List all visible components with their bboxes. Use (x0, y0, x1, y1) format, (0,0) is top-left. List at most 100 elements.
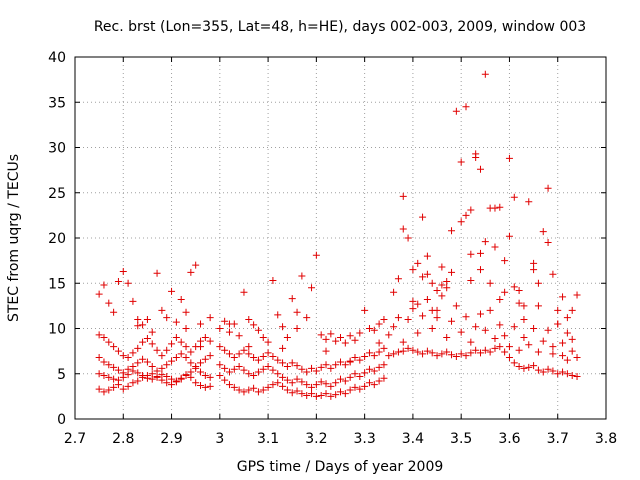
data-point (568, 335, 576, 343)
data-point (481, 238, 489, 246)
data-point (505, 232, 513, 240)
data-point (448, 227, 456, 235)
data-point (573, 372, 581, 380)
data-point (283, 334, 291, 342)
data-point (129, 297, 137, 305)
data-point (317, 331, 325, 339)
data-point (163, 346, 171, 354)
data-point (110, 375, 118, 383)
data-point (462, 211, 470, 219)
data-point (370, 326, 378, 334)
data-point (182, 325, 190, 332)
data-point (259, 365, 267, 373)
data-point (486, 279, 494, 287)
data-point (385, 331, 393, 339)
data-point (351, 370, 359, 378)
y-tick-label: 25 (48, 186, 66, 202)
data-point (356, 372, 364, 380)
data-point (172, 377, 180, 385)
data-point (346, 373, 354, 381)
data-point (254, 368, 262, 376)
x-axis-label: GPS time / Days of year 2009 (237, 459, 444, 475)
data-point (370, 367, 378, 375)
data-point (423, 270, 431, 278)
data-point (399, 192, 407, 200)
data-point (481, 326, 489, 334)
data-point (332, 361, 340, 369)
data-point (274, 370, 282, 378)
data-point (192, 379, 200, 387)
data-point (428, 325, 436, 332)
data-point (341, 339, 349, 347)
data-point (428, 349, 436, 357)
data-point (361, 369, 369, 377)
data-point (491, 344, 499, 352)
x-tick-label: 3.8 (595, 431, 617, 447)
data-point (501, 348, 509, 356)
data-point (216, 361, 224, 369)
data-point (293, 387, 301, 395)
data-point (404, 234, 412, 242)
data-point (467, 349, 475, 357)
data-point (549, 270, 557, 278)
data-point (491, 334, 499, 342)
data-point (438, 281, 446, 289)
data-point (467, 206, 475, 214)
data-point (134, 377, 142, 385)
data-point (365, 349, 373, 357)
data-point (438, 350, 446, 358)
data-point (163, 372, 171, 380)
data-point (544, 239, 552, 247)
data-point (312, 381, 320, 389)
data-point (100, 358, 108, 366)
data-point (491, 243, 499, 251)
data-point (139, 372, 147, 380)
data-point (274, 379, 282, 387)
data-point (158, 306, 166, 314)
data-point (168, 375, 176, 383)
data-point (254, 388, 262, 396)
plot-frame (74, 56, 607, 420)
data-point (269, 381, 277, 389)
data-point (163, 361, 171, 369)
data-point (192, 363, 200, 371)
data-point (534, 366, 542, 374)
data-point (327, 392, 335, 400)
data-point (303, 391, 311, 399)
data-point (298, 365, 306, 373)
data-point (119, 369, 127, 377)
data-point (230, 383, 238, 391)
data-point (380, 344, 388, 352)
data-point (177, 350, 185, 358)
data-point (525, 363, 533, 371)
data-point (375, 348, 383, 356)
data-point (129, 349, 137, 357)
data-point (337, 388, 344, 396)
x-tick-label: 3 (215, 431, 224, 447)
chart-title: Rec. brst (Lon=355, Lat=48, h=HE), days … (94, 19, 586, 35)
data-point (496, 203, 504, 211)
data-point (419, 312, 427, 320)
data-point (520, 302, 528, 310)
data-point (119, 352, 127, 360)
data-point (399, 338, 407, 346)
data-point (530, 362, 538, 370)
data-point (129, 363, 137, 371)
data-point (501, 332, 509, 340)
data-point (187, 268, 195, 276)
data-point (95, 290, 103, 298)
data-point (390, 288, 398, 296)
data-point (197, 382, 205, 390)
data-point (530, 266, 538, 274)
data-point (365, 365, 373, 373)
data-point (409, 305, 417, 313)
data-point (110, 383, 118, 391)
data-point (525, 198, 533, 206)
data-point (559, 339, 567, 347)
data-point (259, 334, 267, 342)
data-point (153, 346, 161, 354)
data-point (370, 352, 378, 360)
data-point (279, 359, 287, 367)
data-point (95, 385, 103, 393)
data-point (288, 359, 296, 367)
